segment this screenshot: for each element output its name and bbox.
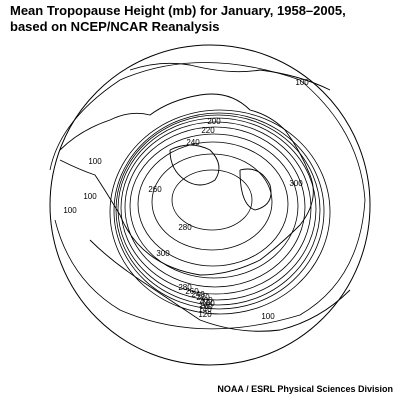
contour-label: 240 <box>186 138 200 147</box>
contour-label: 100 <box>261 312 275 321</box>
contour-label: 300 <box>156 249 170 258</box>
contour-label: 260 <box>185 287 199 296</box>
contour-label: 140 <box>198 305 212 314</box>
title-line: Mean Tropopause Height (mb) for January,… <box>10 3 346 18</box>
contour-label: 100 <box>295 78 309 87</box>
contour-labels: 100 200 220 240 100 260 300 100 100 280 … <box>63 78 309 321</box>
contour-label: 120 <box>198 310 212 319</box>
title-line: based on NCEP/NCAR Reanalysis <box>10 19 220 34</box>
contour-label: 160 <box>199 302 213 311</box>
contours <box>49 62 366 330</box>
contour-label: 280 <box>178 283 192 292</box>
contour-label: 300 <box>289 179 303 188</box>
contour-label: 280 <box>178 223 192 232</box>
contour-label: 180 <box>201 299 215 308</box>
contour-label: 100 <box>63 206 77 215</box>
contour-label: 200 <box>199 296 213 305</box>
coastlines <box>59 62 351 332</box>
contour-label: 240 <box>191 290 205 299</box>
footer: NOAA / ESRL Physical Sciences Division <box>217 384 393 394</box>
contour-label: 260 <box>148 185 162 194</box>
contour-label: 200 <box>207 117 221 126</box>
contour-label: 100 <box>83 192 97 201</box>
contour-label: 220 <box>196 293 210 302</box>
contour-label: 100 <box>88 157 102 166</box>
contour-label: 220 <box>201 126 215 135</box>
map-boundary <box>49 44 371 366</box>
